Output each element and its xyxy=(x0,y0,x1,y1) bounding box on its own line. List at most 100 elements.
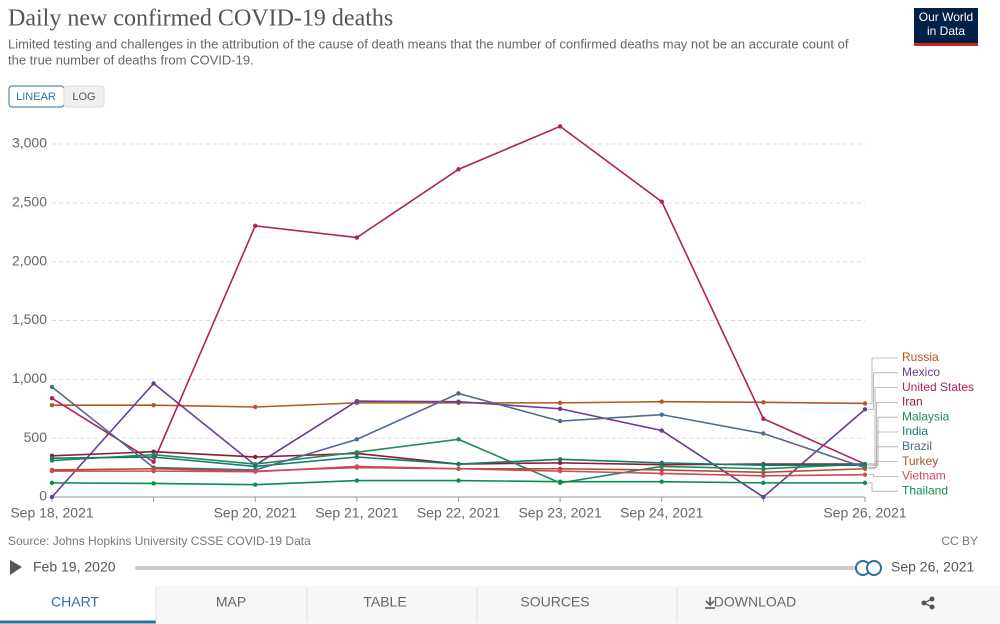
point xyxy=(659,399,664,404)
point xyxy=(253,469,258,474)
series-line xyxy=(51,438,866,484)
tab-label[interactable]: TABLE xyxy=(363,594,406,610)
tab-label[interactable]: MAP xyxy=(216,594,246,610)
point xyxy=(151,459,156,464)
share-icon[interactable] xyxy=(921,596,935,610)
source: Source: Johns Hopkins University CSSE CO… xyxy=(8,534,311,548)
tabs: CHART MAP TABLE SOURCES DOWNLOAD xyxy=(51,588,796,622)
point xyxy=(761,431,766,436)
legend-label: Vietnam xyxy=(902,469,946,483)
timeline-start: Feb 19, 2020 xyxy=(33,559,116,575)
log-label: LOG xyxy=(72,91,95,103)
point xyxy=(659,464,664,469)
point xyxy=(253,482,258,487)
point xyxy=(761,470,766,475)
point xyxy=(862,480,868,486)
y-tick-label: 3,000 xyxy=(12,135,47,151)
point xyxy=(659,412,664,417)
y-tick-label: 1,500 xyxy=(12,311,47,327)
point xyxy=(659,460,664,466)
download-icon xyxy=(705,597,715,609)
tab-label[interactable]: SOURCES xyxy=(520,594,589,610)
point xyxy=(49,480,55,486)
chart-title: Daily new confirmed COVID-19 deaths xyxy=(8,6,393,32)
point xyxy=(151,468,156,474)
log-button[interactable] xyxy=(63,85,105,108)
point xyxy=(659,428,664,433)
point xyxy=(659,199,664,204)
point xyxy=(49,403,55,408)
timeline-handle[interactable] xyxy=(866,560,882,576)
point xyxy=(659,479,664,484)
point xyxy=(49,494,55,500)
legend-label: Russia xyxy=(902,350,939,364)
point xyxy=(862,407,868,412)
point xyxy=(557,400,563,406)
point xyxy=(456,391,461,396)
point xyxy=(761,466,766,471)
x-tick-label: Sep 23, 2021 xyxy=(518,505,602,521)
point xyxy=(151,454,156,460)
point xyxy=(557,457,563,462)
legend-leader xyxy=(868,357,898,404)
point xyxy=(253,454,258,460)
tab-label[interactable]: CHART xyxy=(51,594,99,610)
x-tick-label: Sep 24, 2021 xyxy=(620,505,704,521)
subtitle: the true number of deaths from COVID-19. xyxy=(8,52,254,67)
legend-label: Turkey xyxy=(902,454,938,468)
legend-leader xyxy=(868,387,898,465)
point xyxy=(151,403,156,408)
point xyxy=(253,464,258,469)
point xyxy=(557,468,563,474)
tab-bar xyxy=(0,586,1000,624)
play-button[interactable] xyxy=(10,560,22,575)
linear-label: LINEAR xyxy=(16,91,56,103)
timeline-track xyxy=(135,566,863,570)
point xyxy=(456,437,461,442)
point xyxy=(761,480,766,486)
logo[interactable] xyxy=(914,8,978,46)
legend-label: India xyxy=(902,424,928,438)
logo-text: in Data xyxy=(927,24,965,38)
point xyxy=(761,473,766,479)
point xyxy=(354,450,360,455)
y-tick-label: 500 xyxy=(24,429,48,445)
y-tick-label: 0 xyxy=(39,488,47,504)
point xyxy=(862,401,868,406)
point xyxy=(354,478,360,483)
legend-leader xyxy=(868,431,898,466)
x-tick-label: Sep 20, 2021 xyxy=(214,505,298,521)
point xyxy=(456,466,461,471)
point xyxy=(761,463,766,468)
point xyxy=(761,416,766,421)
tab-label[interactable]: DOWNLOAD xyxy=(714,594,796,610)
subtitle: Limited testing and challenges in the at… xyxy=(8,36,849,51)
point xyxy=(151,481,156,486)
x-tick-label: Sep 18, 2021 xyxy=(10,505,94,521)
point xyxy=(456,478,461,483)
point xyxy=(557,406,563,411)
point xyxy=(354,454,360,460)
point xyxy=(49,468,55,474)
point xyxy=(354,398,360,404)
point xyxy=(659,471,664,476)
point xyxy=(862,466,868,471)
point xyxy=(557,418,563,424)
point xyxy=(354,235,360,240)
point xyxy=(253,404,258,410)
legend-leader xyxy=(868,474,898,477)
logo-bar xyxy=(914,43,978,46)
plot: 0 500 1,000 1,500 2,000 2,500 3,000 Sep 18, 202… xyxy=(10,124,974,521)
legend-leader xyxy=(868,402,898,465)
point xyxy=(49,384,55,390)
x-tick-label: Sep 21, 2021 xyxy=(315,505,399,521)
series-line xyxy=(51,125,866,465)
x-tick-label: Sep 22, 2021 xyxy=(417,505,501,521)
legend-leader xyxy=(868,461,898,470)
point xyxy=(253,223,258,229)
y-tick-label: 1,000 xyxy=(12,370,47,386)
legend-label: United States xyxy=(902,380,974,394)
point xyxy=(761,400,766,405)
legend-leader xyxy=(868,482,898,492)
legend-label: Mexico xyxy=(902,365,940,379)
